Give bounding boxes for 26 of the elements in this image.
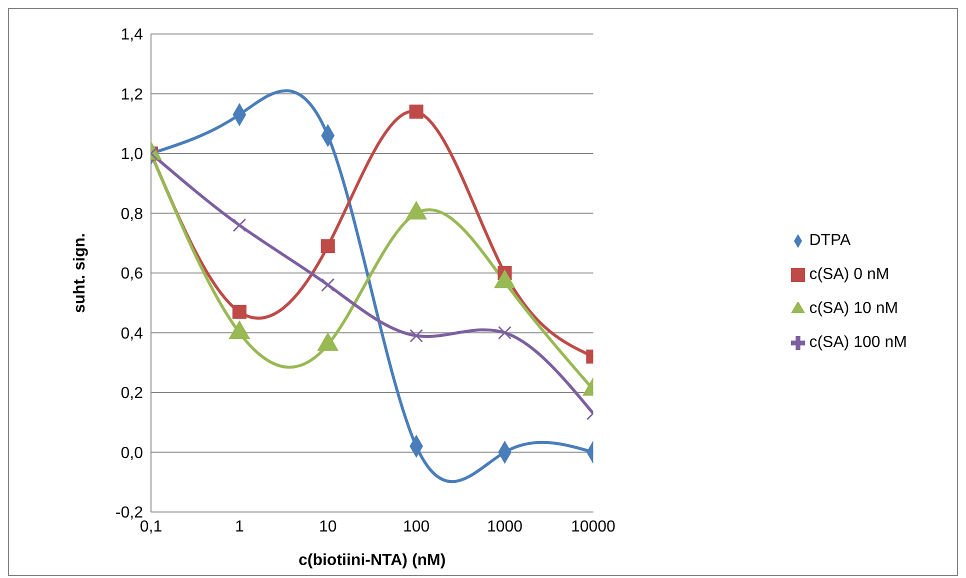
y-tick-label: 0,8 — [120, 206, 144, 223]
y-tick-label: 0,0 — [120, 444, 144, 462]
y-tick-label: 1,0 — [120, 146, 144, 164]
x-tick-label: 10 — [318, 518, 337, 536]
y-tick-label: 1,4 — [120, 26, 144, 44]
x-tick-label: 10000 — [570, 518, 616, 536]
point — [410, 328, 424, 342]
point — [321, 278, 335, 292]
legend-label: c(SA) 100 nM — [809, 334, 907, 351]
x-axis-title: c(biotiini-NTA) (nM) — [298, 552, 446, 569]
point — [320, 239, 335, 254]
y-tick-label: 1,2 — [120, 86, 144, 104]
y-axis-title: suht. sign. — [72, 233, 89, 313]
x-tick-label: 100 — [402, 518, 430, 536]
y-tick-label: 0,4 — [120, 325, 144, 342]
point — [232, 304, 246, 319]
legend-label: DTPA — [809, 232, 851, 249]
x-tick-label: 1 — [234, 518, 244, 536]
point — [409, 104, 424, 119]
y-tick-label: 0,2 — [120, 385, 144, 402]
point — [232, 218, 246, 232]
x-tick-label: 1000 — [486, 518, 523, 536]
point — [498, 326, 512, 340]
legend-label: c(SA) 0 nM — [809, 266, 890, 283]
y-tick-label: 0,6 — [120, 266, 144, 283]
legend-label: c(SA) 10 nM — [809, 300, 898, 317]
